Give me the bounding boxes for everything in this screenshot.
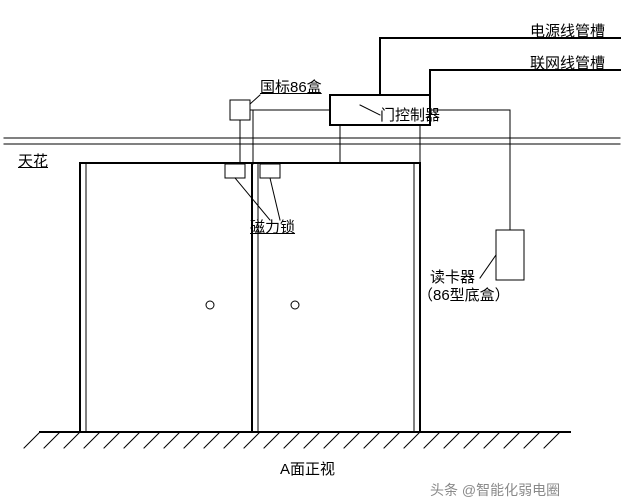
label-reader: 读卡器 bbox=[430, 270, 475, 287]
label-maglock: 磁力锁 bbox=[250, 220, 295, 237]
watermark: 头条 @智能化弱电圈 bbox=[430, 480, 560, 500]
label-gb86-box: 国标86盒 bbox=[260, 80, 322, 97]
diagram-canvas: 电源线管槽 联网线管槽 国标86盒 门控制器 天花 磁力锁 读卡器 （86型底盒… bbox=[0, 0, 624, 501]
label-door-controller: 门控制器 bbox=[380, 108, 440, 125]
label-power-trunk: 电源线管槽 bbox=[530, 24, 605, 41]
label-view: A面正视 bbox=[280, 462, 335, 479]
label-network-trunk: 联网线管槽 bbox=[530, 56, 605, 73]
diagram-svg bbox=[0, 0, 624, 501]
label-ceiling: 天花 bbox=[18, 154, 48, 171]
label-reader-box: （86型底盒） bbox=[418, 288, 510, 305]
